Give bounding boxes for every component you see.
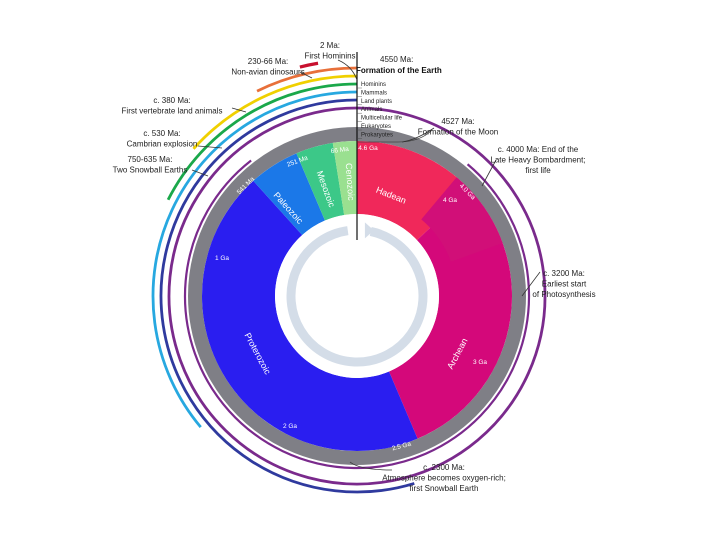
eon-sectors	[201, 141, 513, 452]
annotation-line: first Snowball Earth	[410, 484, 479, 493]
legend-item: Hominins	[361, 82, 386, 88]
legend-item: Animals	[361, 107, 382, 113]
annotation-leader	[521, 271, 541, 297]
annotation-line: 4527 Ma:	[441, 117, 474, 126]
annotation: c. 3200 Ma: Earliest start of Photosynthes…	[532, 269, 595, 299]
legend-item: Mammals	[361, 90, 387, 96]
annotation-leader	[337, 59, 358, 81]
annotation: c. 4000 Ma: End of the Late Heavy Bombard…	[490, 145, 585, 175]
annotation-line: Earliest start	[542, 280, 587, 289]
prokaryote-leader	[358, 129, 433, 143]
eoarchean-wedge	[421, 177, 503, 262]
annotation-line: c. 3200 Ma:	[543, 269, 585, 278]
eon-sector-cenozoic	[332, 141, 357, 216]
annotation-leader	[197, 145, 223, 149]
annotation-line: first life	[525, 166, 551, 175]
annotation: 750-635 Ma: Two Snowball Earths	[113, 155, 188, 175]
annotation: c. 380 Ma: First vertebrate land animals	[122, 96, 223, 116]
annotation-line: Cambrian explosion	[127, 140, 198, 149]
annotation: 4527 Ma: Formation of the Moon	[418, 117, 498, 137]
annotation-leader	[299, 71, 313, 79]
legend-item: Land plants	[361, 99, 392, 105]
time-arrow-icon	[286, 226, 428, 367]
annotation-line: Two Snowball Earths	[113, 166, 188, 175]
annotation-line: of Photosynthesis	[532, 290, 595, 299]
eon-sector-mesozoic	[296, 142, 345, 221]
eon-sector-archean	[389, 190, 513, 439]
annotation-line: Formation of the Moon	[418, 128, 498, 137]
prokaryote-arc-right	[356, 106, 452, 135]
annotation: 2 Ma: First Hominins	[304, 41, 355, 61]
annotation-leader	[191, 169, 209, 177]
legend-item: Multicellular life	[361, 116, 403, 122]
annotation-line: c. 2300 Ma:	[423, 463, 465, 472]
annotation: c. 2300 Ma: Atmosphere becomes oxygen-ric…	[382, 463, 506, 493]
legend-item: Prokaryotes	[361, 132, 393, 138]
life-arc-3	[166, 82, 358, 201]
eon-sector-paleozoic	[253, 153, 325, 236]
annotation-line: c. 380 Ma:	[153, 96, 190, 105]
tick-label: 2 Ga	[283, 423, 297, 430]
annotation-line: 750-635 Ma:	[128, 155, 173, 164]
life-arc-2	[192, 74, 358, 150]
tick-label: 4 Ga	[443, 197, 457, 204]
annotation-leader	[231, 107, 247, 113]
annotation: c. 530 Ma: Cambrian explosion	[127, 129, 198, 149]
annotation-line: First vertebrate land animals	[122, 107, 223, 116]
tick-label: 2.5 Ga	[391, 441, 412, 453]
eon-sector-proterozoic	[201, 180, 418, 452]
eon-label-cenozoic: Cenozoic	[344, 163, 357, 202]
annotation-line: Late Heavy Bombardment;	[490, 156, 585, 165]
tick-label: 3 Ga	[473, 359, 487, 366]
time-arrow-head-icon	[364, 222, 374, 239]
life-arc-0	[299, 61, 319, 69]
inner-disc	[275, 214, 439, 378]
annotation-leader	[401, 127, 435, 143]
tick-label: 66 Ma	[330, 146, 349, 155]
earth-formation-title: Formation of the Earth	[356, 66, 442, 75]
annotation: 230-66 Ma: Non-avian dinosaurs	[231, 57, 304, 77]
life-arc-4	[151, 90, 358, 429]
tick-label: 1 Ga	[215, 255, 229, 262]
annotation-line: First Hominins	[304, 52, 355, 61]
legend: Hominins Mammals Land plants Animals Multice…	[357, 82, 433, 143]
life-arc-6	[167, 106, 547, 486]
annotations: 2 Ma: First Hominins 230-66 Ma: Non-avian d…	[113, 41, 596, 493]
earth-formation-date: 4550 Ma:	[380, 55, 413, 64]
prokaryote-arc-outer	[183, 159, 531, 470]
annotation-leader	[349, 461, 393, 471]
annotation-leader	[481, 159, 497, 187]
annotation-line: c. 4000 Ma: End of the	[498, 145, 579, 154]
annotation-line: c. 530 Ma:	[143, 129, 180, 138]
annotation-line: Non-avian dinosaurs	[231, 68, 304, 77]
life-arc-5	[159, 98, 415, 494]
tick-label: 4.6 Ga	[358, 145, 378, 152]
annotation-line: Atmosphere becomes oxygen-rich;	[382, 474, 506, 483]
life-arc-1	[256, 66, 358, 93]
legend-item: Eukaryotes	[361, 124, 391, 130]
life-arcs-group	[151, 61, 547, 494]
annotation-line: 230-66 Ma:	[248, 57, 288, 66]
annotation-line: 2 Ma:	[320, 41, 340, 50]
